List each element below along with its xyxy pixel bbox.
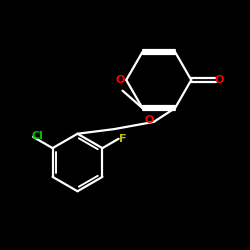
Text: O: O: [115, 75, 125, 85]
Text: O: O: [144, 115, 154, 125]
Text: Cl: Cl: [32, 130, 44, 140]
Text: F: F: [120, 134, 127, 144]
Text: O: O: [214, 75, 224, 85]
